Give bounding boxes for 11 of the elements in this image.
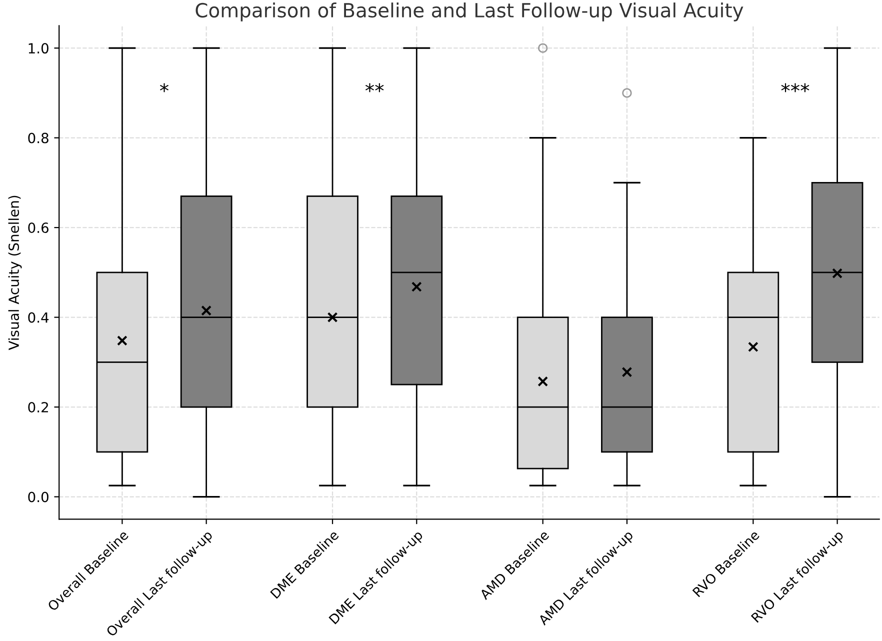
y-axis-title: Visual Acuity (Snellen) bbox=[8, 196, 22, 350]
y-tick-label: 0.4 bbox=[28, 312, 49, 323]
y-tick-label: 0.0 bbox=[28, 492, 48, 502]
y-tick-label: 0.2 bbox=[28, 402, 48, 413]
annotation: * bbox=[160, 83, 169, 92]
y-tick-label: 0.8 bbox=[28, 132, 48, 144]
chart-title: Comparison of Baseline and Last Follow-up Visual Acuity bbox=[196, 2, 744, 22]
annotation: *** bbox=[781, 83, 810, 92]
annotation: ** bbox=[365, 83, 384, 92]
y-tick-label: 1.0 bbox=[28, 43, 48, 54]
y-tick-label: 0.6 bbox=[28, 222, 48, 234]
